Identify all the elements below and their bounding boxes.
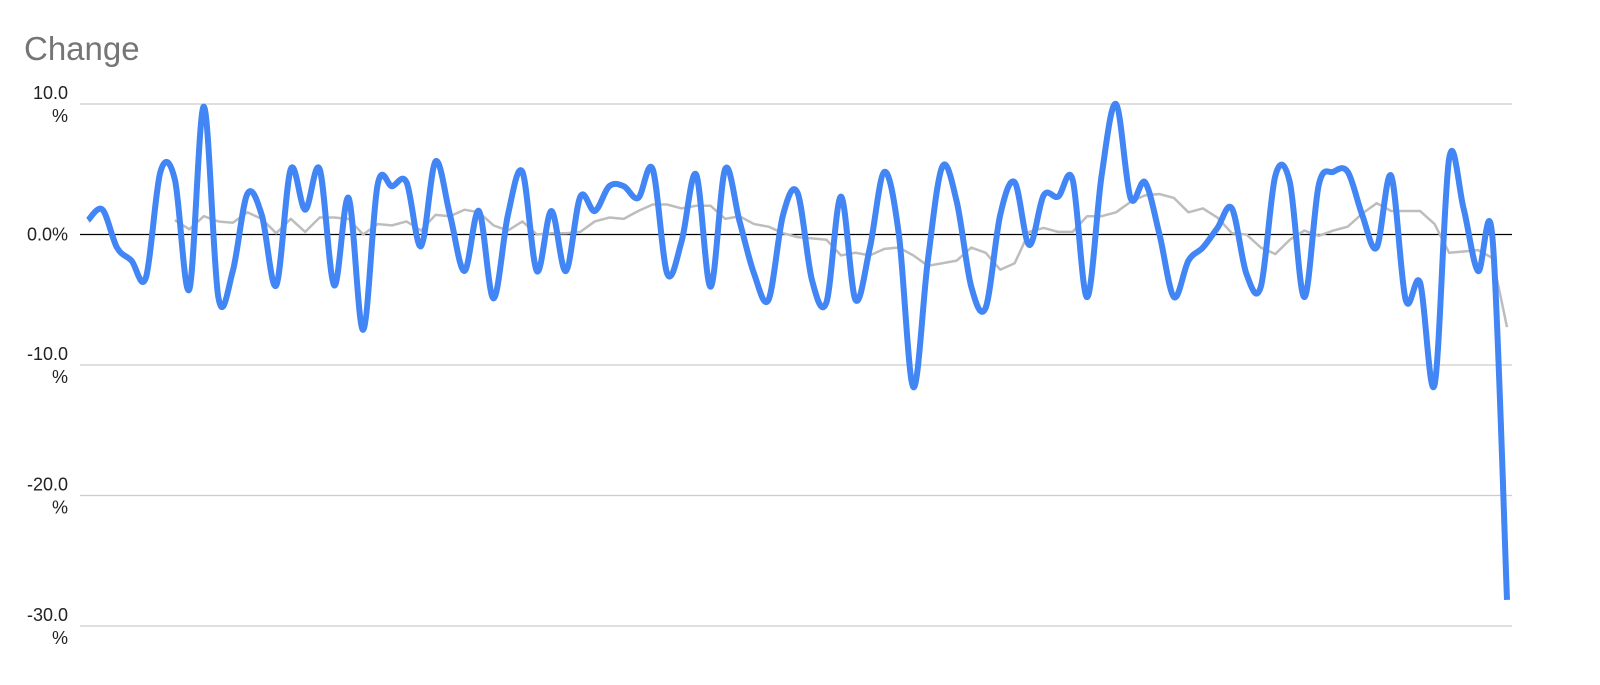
chart-title: Change — [24, 30, 140, 67]
series-lines — [85, 100, 1510, 601]
moving-average-line — [174, 192, 1509, 328]
gridlines — [80, 103, 1512, 627]
y-tick-label: -30.0 — [27, 605, 68, 625]
y-tick-label: 0.0% — [27, 225, 68, 245]
y-tick-label: -10.0 — [27, 344, 68, 364]
y-tick-unit: % — [52, 498, 68, 518]
y-tick-label: -20.0 — [27, 475, 68, 495]
y-axis-ticks: 10.0% 0.0% -10.0% -20.0% -30.0% — [27, 83, 68, 648]
y-tick-label: 10.0 — [33, 83, 68, 103]
y-tick-unit: % — [52, 367, 68, 387]
change-series-line — [85, 100, 1510, 601]
y-tick-unit: % — [52, 628, 68, 648]
y-tick-unit: % — [52, 106, 68, 126]
